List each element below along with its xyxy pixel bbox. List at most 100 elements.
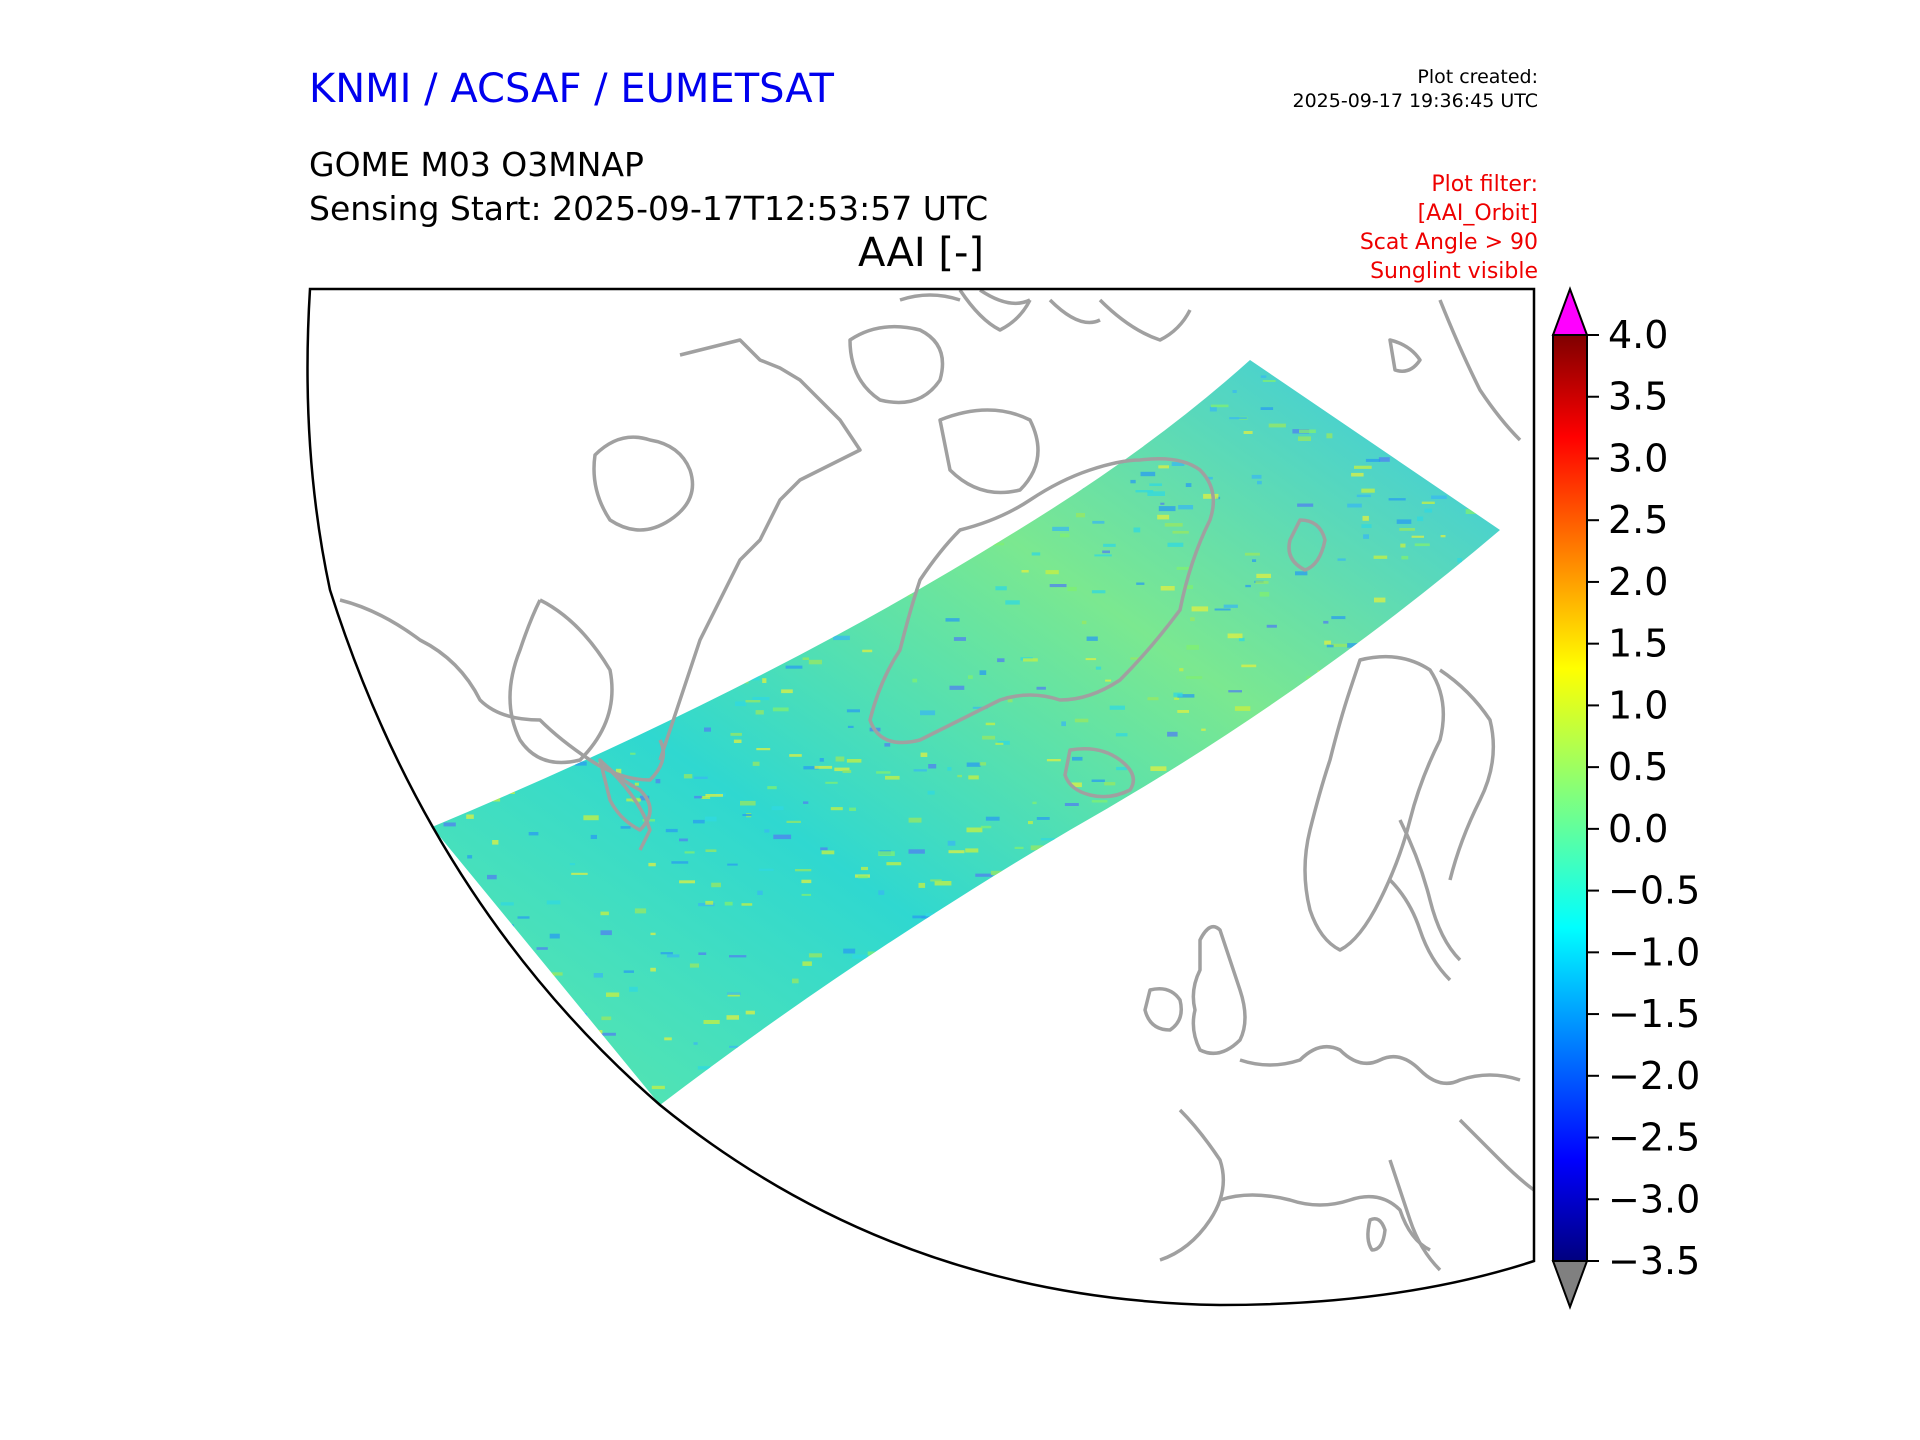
- swath-pixel: [764, 829, 770, 833]
- swath-pixel: [1260, 407, 1274, 410]
- swath-pixel: [1351, 472, 1364, 477]
- swath-pixel: [1243, 431, 1253, 434]
- colorbar-tick-label: −2.0: [1608, 1054, 1700, 1098]
- swath-pixel: [727, 863, 738, 866]
- swath-pixel: [1223, 604, 1238, 608]
- colorbar-tick-label: −1.0: [1608, 930, 1700, 974]
- swath-pixel: [703, 1020, 720, 1024]
- swath-pixel: [1147, 491, 1165, 496]
- swath-pixel: [842, 770, 852, 773]
- swath-pixel: [679, 880, 695, 884]
- swath-pixel: [947, 767, 952, 771]
- swath-pixel: [510, 791, 515, 794]
- swath-pixel: [801, 879, 812, 884]
- swath-pixel: [1299, 429, 1316, 433]
- swath-pixel: [1081, 620, 1087, 625]
- swath-pixel: [833, 635, 850, 641]
- swath-pixel: [1201, 728, 1206, 731]
- swath-pixel: [660, 952, 673, 955]
- swath-pixel: [1185, 483, 1192, 487]
- swath-pixel: [1095, 666, 1102, 670]
- swath-pixel: [752, 697, 770, 701]
- swath-pixel: [1014, 846, 1024, 849]
- swath-pixel: [1331, 643, 1348, 647]
- swath-pixel: [789, 754, 802, 757]
- swath-pixel: [1414, 543, 1430, 547]
- swath-pixel: [1399, 528, 1415, 531]
- swath-pixel: [846, 709, 860, 713]
- swath-pixel: [758, 868, 774, 871]
- swath-pixel: [500, 902, 514, 906]
- swath-pixel: [1214, 608, 1231, 611]
- swath-pixel: [1177, 710, 1189, 713]
- swath-pixel: [665, 828, 678, 833]
- swath-pixel: [1259, 591, 1270, 597]
- swath-pixel: [600, 1032, 616, 1036]
- swath-pixel: [966, 762, 981, 767]
- swath-pixel: [814, 765, 833, 769]
- filter-line: Plot filter:: [1431, 172, 1538, 197]
- swath-pixel: [1331, 616, 1346, 620]
- swath-pixel: [965, 848, 979, 853]
- swath-pixel: [1085, 658, 1097, 661]
- swath-pixel: [989, 542, 1005, 546]
- swath-pixel: [1021, 570, 1029, 573]
- sensing-start: Sensing Start: 2025-09-17T12:53:57 UTC: [309, 189, 989, 228]
- swath-pixel: [1036, 686, 1046, 690]
- swath-pixel: [634, 908, 647, 914]
- swath-pixel: [1091, 800, 1108, 803]
- swath-pixel: [752, 761, 760, 766]
- swath-pixel: [1070, 782, 1082, 788]
- swath-pixel: [802, 961, 812, 966]
- swath-pixel: [1266, 624, 1277, 628]
- swath-pixel: [729, 1045, 739, 1048]
- swath-pixel: [982, 735, 996, 740]
- swath-pixel: [679, 838, 688, 842]
- swath-pixel: [683, 774, 693, 779]
- swath-pixel: [606, 992, 620, 997]
- swath-pixel: [1295, 571, 1308, 576]
- swath-pixel: [1337, 558, 1346, 561]
- product-name: GOME M03 O3MNAP: [309, 145, 644, 184]
- swath-pixel: [808, 953, 822, 958]
- swath-pixel: [1326, 433, 1333, 439]
- swath-pixel: [1354, 465, 1372, 469]
- swath-pixel: [693, 1042, 698, 1045]
- swath-pixel: [1172, 530, 1189, 534]
- swath-pixel: [835, 756, 845, 762]
- swath-pixel: [1104, 782, 1116, 786]
- swath-pixel: [1040, 838, 1055, 841]
- colorbar-over-arrow: [1551, 286, 1589, 336]
- swath-pixel: [1173, 692, 1183, 697]
- filter-line: Scat Angle > 90: [1359, 230, 1538, 255]
- swath-pixel: [745, 700, 761, 703]
- swath-pixel: [467, 855, 473, 859]
- swath-pixel: [975, 873, 993, 877]
- swath-pixel: [781, 689, 793, 694]
- swath-pixel: [1210, 404, 1229, 408]
- swath-pixel: [1361, 524, 1372, 528]
- swath-pixel: [694, 795, 703, 799]
- colorbar-tick-label: 3.5: [1608, 375, 1668, 419]
- swath-pixel: [1076, 513, 1085, 518]
- swath-pixel: [1147, 697, 1159, 701]
- swath-pixel: [1356, 494, 1371, 498]
- swath-pixel: [861, 866, 868, 871]
- swath-pixel: [1140, 471, 1156, 477]
- swath-pixel: [569, 863, 576, 866]
- swath-pixel: [1411, 535, 1424, 538]
- swath-pixel: [990, 870, 1007, 875]
- swath-pixel: [1149, 483, 1162, 486]
- swath-pixel: [953, 637, 966, 641]
- swath-pixel: [536, 947, 548, 950]
- swath-pixel: [1297, 503, 1314, 507]
- swath-pixel: [634, 782, 639, 786]
- swath-pixel: [740, 800, 756, 806]
- swath-pixel: [693, 819, 705, 824]
- filter-line: Sunglint visible: [1370, 259, 1538, 284]
- swath-pixel: [1421, 501, 1435, 504]
- colorbar-under-arrow: [1551, 1260, 1589, 1310]
- swath-pixel: [655, 779, 661, 784]
- swath-pixel: [1167, 731, 1178, 737]
- swath-pixel: [1365, 458, 1381, 462]
